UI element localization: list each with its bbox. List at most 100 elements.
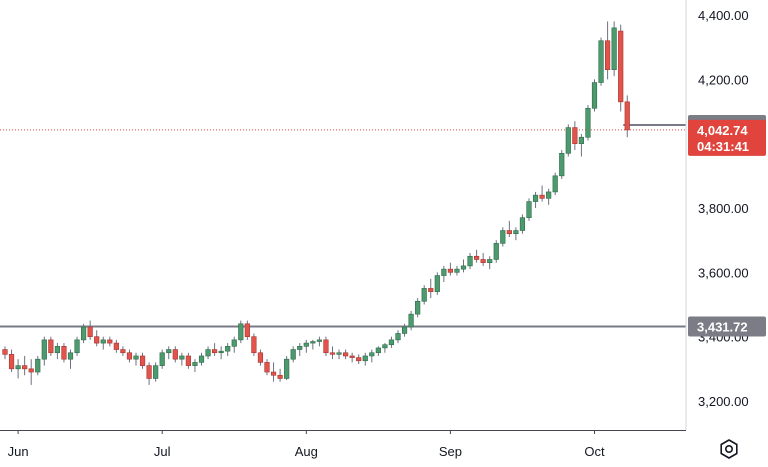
candle-body: [552, 175, 558, 193]
candle-body: [22, 365, 28, 370]
candle-body: [120, 349, 126, 354]
candle-body: [94, 336, 100, 344]
candle-body: [284, 358, 290, 379]
candle-body: [336, 352, 342, 355]
candle-body: [2, 349, 8, 355]
time-tick-label: Aug: [295, 444, 318, 459]
candle-body: [35, 358, 41, 373]
support-level-tag-label: 3,431.72: [697, 319, 748, 334]
candle: [408, 310, 414, 331]
candle: [618, 24, 624, 112]
candle-body: [310, 341, 316, 344]
candle: [519, 214, 526, 234]
candle: [54, 343, 60, 360]
candle-body: [198, 355, 205, 363]
candle: [513, 227, 519, 241]
candle-body: [585, 107, 591, 138]
candle-body: [192, 362, 198, 366]
candle: [329, 346, 336, 360]
candle: [434, 272, 440, 295]
current-price-tag-bg: [688, 119, 766, 156]
price-tick-label: 4,200.00: [698, 72, 749, 87]
candle-body: [48, 339, 54, 354]
price-tick-label: 3,600.00: [698, 265, 749, 280]
candle: [310, 339, 316, 350]
candle-body: [428, 288, 434, 292]
candle-body: [506, 230, 512, 235]
candle: [22, 355, 28, 376]
candle: [447, 262, 454, 276]
candle-body: [415, 300, 421, 315]
candle: [2, 346, 8, 360]
candle: [388, 336, 395, 348]
candle: [624, 95, 630, 138]
candle-body: [41, 339, 47, 360]
candle-body: [166, 349, 172, 354]
candle: [428, 278, 434, 299]
candle-body: [231, 339, 237, 347]
candle-body: [225, 346, 231, 352]
candle: [585, 105, 591, 141]
candle: [74, 336, 80, 356]
candle: [500, 227, 506, 247]
candle: [35, 355, 41, 376]
candle-body: [61, 346, 67, 360]
candle-body: [277, 374, 283, 379]
time-tick-label: Jun: [8, 444, 29, 459]
current-price-tag-countdown: 04:31:41: [697, 139, 749, 154]
price-tick-label: 3,200.00: [698, 394, 749, 409]
time-axis[interactable]: Jun Jul Aug Sep Oct: [8, 430, 605, 459]
candle: [277, 368, 283, 382]
candle: [382, 343, 388, 353]
candle-body: [598, 40, 604, 83]
candle: [238, 320, 244, 344]
candle-body: [264, 362, 270, 373]
price-axis[interactable]: 3,200.003,400.003,600.003,800.004,200.00…: [698, 8, 749, 409]
plot-area[interactable]: [0, 21, 686, 385]
candle-body: [408, 313, 414, 328]
candle: [185, 352, 192, 369]
candle-body: [74, 339, 80, 354]
candle: [578, 134, 584, 157]
candle: [270, 362, 277, 382]
candle-body: [369, 352, 375, 357]
candle-body: [316, 339, 323, 342]
candle: [473, 249, 480, 263]
candle: [251, 333, 257, 356]
candle-body: [513, 230, 519, 235]
candle-body: [257, 352, 264, 363]
candle-body: [454, 268, 460, 273]
candle-body: [205, 349, 211, 357]
candle-body: [218, 350, 224, 354]
candle-body: [212, 349, 218, 354]
candle: [487, 256, 493, 270]
candle-body: [133, 355, 139, 360]
candle: [120, 346, 126, 356]
current-price-tag-label: 4,042.74: [697, 123, 748, 138]
candle-body: [375, 347, 381, 354]
candle-body: [153, 365, 159, 379]
candle-body: [604, 40, 611, 70]
candle: [598, 37, 604, 86]
candle-body: [532, 194, 539, 202]
candle-body: [251, 336, 257, 354]
candle: [81, 323, 87, 344]
chart-settings-button[interactable]: [716, 436, 742, 462]
candle: [231, 336, 237, 353]
candle: [107, 336, 113, 347]
time-tick-label: Sep: [439, 444, 462, 459]
candle: [480, 253, 486, 266]
candle-body: [244, 323, 250, 337]
candle-body: [238, 323, 244, 341]
candle: [369, 349, 375, 363]
candle: [460, 259, 467, 273]
candle-body: [270, 371, 277, 376]
candle: [257, 349, 264, 366]
candle-body: [500, 230, 506, 244]
candle-body: [493, 243, 499, 260]
candle: [395, 330, 401, 344]
candle: [166, 346, 172, 360]
candle-body: [526, 201, 532, 218]
